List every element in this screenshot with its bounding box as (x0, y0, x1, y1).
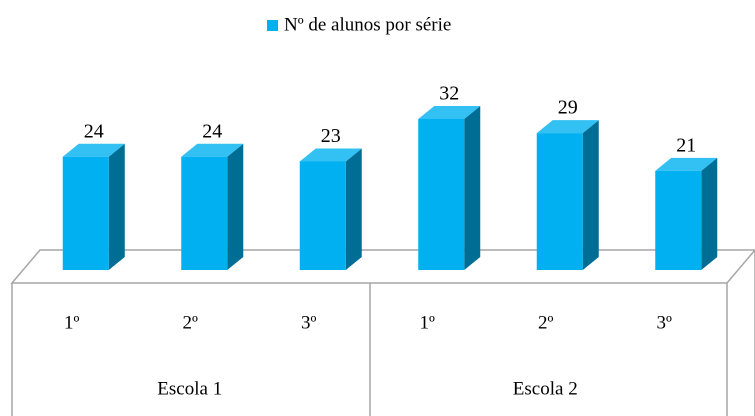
bar (62, 143, 125, 270)
bar-front (181, 156, 228, 270)
data-label: 21 (676, 134, 696, 156)
bar-front (655, 170, 702, 270)
bar-top (62, 143, 125, 157)
legend: Nº de alunos por série (267, 14, 451, 35)
x-tick-label: 1º (420, 312, 436, 333)
bar (418, 105, 481, 271)
data-label: 24 (202, 120, 222, 142)
bar-front (299, 161, 346, 270)
bar-front (418, 118, 465, 271)
x-tick-label: 3º (301, 312, 317, 333)
bar-top (181, 143, 244, 157)
floor (10, 249, 755, 416)
data-label: 23 (321, 125, 341, 147)
bar-side (582, 120, 599, 271)
bar-side (108, 143, 125, 270)
bar-top (418, 105, 481, 119)
bar-top (536, 120, 599, 134)
bar (655, 157, 718, 270)
group-label: Escola 2 (513, 378, 578, 399)
bar-side (345, 148, 362, 270)
bar-top (299, 148, 362, 162)
bar-side (701, 157, 718, 270)
x-tick-label: 3º (657, 312, 673, 333)
legend-swatch (267, 20, 278, 31)
bar-front (62, 156, 109, 270)
data-label: 29 (558, 97, 578, 119)
bar (181, 143, 244, 270)
bar (299, 148, 362, 270)
legend-label: Nº de alunos por série (284, 14, 451, 35)
group-label: Escola 1 (157, 378, 222, 399)
x-tick-label: 1º (64, 312, 80, 333)
bar-top (655, 157, 718, 171)
data-label: 32 (439, 83, 459, 105)
bar-side (464, 105, 481, 271)
bar-front (536, 133, 583, 270)
x-tick-label: 2º (538, 312, 554, 333)
bar-side (227, 143, 244, 270)
bar (536, 120, 599, 271)
x-tick-label: 2º (183, 312, 199, 333)
data-label: 24 (84, 120, 104, 142)
